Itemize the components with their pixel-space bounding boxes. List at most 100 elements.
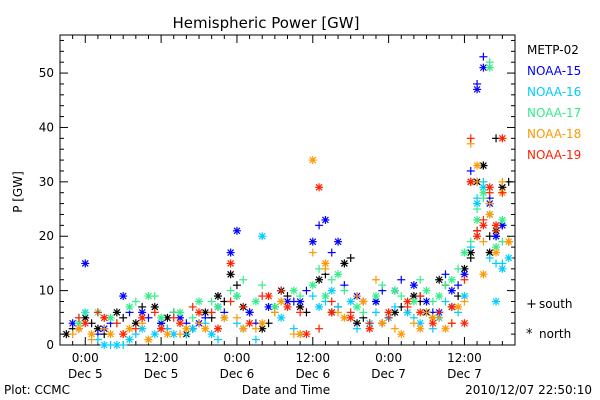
north-point <box>397 330 406 339</box>
north-point <box>112 341 121 349</box>
north-point <box>334 237 343 246</box>
north-point <box>353 302 362 311</box>
south-point <box>112 319 121 328</box>
north-point <box>226 259 235 268</box>
chart-title: Hemispheric Power [GW] <box>173 14 360 32</box>
north-point <box>479 188 488 197</box>
south-point <box>409 319 418 328</box>
south-point <box>441 297 450 306</box>
north-point <box>403 308 412 317</box>
x-tick-label-time: 12:00 <box>447 351 482 365</box>
south-point <box>378 281 387 290</box>
south-point <box>131 324 140 333</box>
north-point <box>188 324 197 333</box>
north-point <box>296 297 305 306</box>
north-point <box>359 297 368 306</box>
north-point <box>371 292 380 301</box>
south-point <box>226 297 235 306</box>
north-point <box>226 248 235 257</box>
north-point <box>251 297 260 306</box>
south-point <box>308 248 317 257</box>
legend-entry: NOAA-19 <box>527 148 581 162</box>
south-point <box>296 308 305 317</box>
legend-entry: NOAA-17 <box>527 106 581 120</box>
legend-entry: NOAA-15 <box>527 64 581 78</box>
north-point <box>144 335 153 344</box>
north-point <box>176 308 185 317</box>
north-point <box>334 270 343 279</box>
north-point <box>403 297 412 306</box>
south-point <box>466 237 475 246</box>
y-tick-label: 40 <box>39 120 54 134</box>
south-point <box>150 308 159 317</box>
north-point <box>277 313 286 322</box>
north-point <box>150 330 159 339</box>
footer-right: 2010/12/07 22:50:10 <box>465 383 592 397</box>
north-point <box>327 308 336 317</box>
south-point <box>359 308 368 317</box>
north-point <box>201 324 210 333</box>
data-points <box>62 52 513 349</box>
north-point <box>321 215 330 224</box>
north-point <box>435 275 444 284</box>
north-point <box>365 324 374 333</box>
x-tick-label-date: Dec 7 <box>371 367 406 381</box>
north-point <box>315 302 324 311</box>
north-point <box>485 210 494 219</box>
south-point <box>308 292 317 301</box>
south-point <box>93 308 102 317</box>
north-point <box>384 308 393 317</box>
north-point <box>409 281 418 290</box>
south-point <box>68 330 77 339</box>
north-point <box>435 292 444 301</box>
legend: METP-02 NOAA-15 NOAA-16 NOAA-17 NOAA-18 NOAA-… <box>527 43 581 162</box>
north-point <box>195 308 204 317</box>
north-point <box>106 330 115 339</box>
south-point <box>454 264 463 273</box>
south-point <box>239 302 248 311</box>
south-point <box>485 199 494 208</box>
south-point <box>232 281 241 290</box>
south-point <box>447 319 456 328</box>
north-point <box>460 319 469 328</box>
north-point <box>258 324 267 333</box>
south-point <box>346 253 355 262</box>
south-point <box>188 302 197 311</box>
north-point <box>492 297 501 306</box>
south-point <box>460 275 469 284</box>
legend-entry: METP-02 <box>527 43 579 57</box>
north-point <box>346 313 355 322</box>
south-point <box>327 297 336 306</box>
y-axis: 0 10 20 30 40 50 <box>39 39 515 352</box>
north-point <box>81 319 90 328</box>
south-point <box>251 335 260 344</box>
north-point <box>473 232 482 241</box>
north-point <box>479 221 488 230</box>
y-tick-label: 50 <box>39 66 54 80</box>
south-point <box>371 308 380 317</box>
x-tick-label-time: 0:00 <box>375 351 402 365</box>
north-point <box>504 237 513 246</box>
marker-legend-label: south <box>539 297 573 311</box>
south-point <box>466 134 475 143</box>
south-point <box>327 248 336 257</box>
south-point <box>498 188 507 197</box>
x-tick-label-date: Dec 6 <box>220 367 255 381</box>
south-point <box>195 319 204 328</box>
north-point <box>176 319 185 328</box>
south-point <box>428 297 437 306</box>
south-point <box>232 313 241 322</box>
north-point <box>283 302 292 311</box>
north-point <box>447 302 456 311</box>
north-point <box>100 341 109 349</box>
north-point <box>321 292 330 301</box>
north-point <box>479 270 488 279</box>
north-point <box>485 63 494 72</box>
north-point <box>125 324 134 333</box>
north-point <box>416 324 425 333</box>
south-point <box>81 308 90 317</box>
south-point <box>479 52 488 61</box>
north-point <box>308 237 317 246</box>
north-point <box>138 313 147 322</box>
